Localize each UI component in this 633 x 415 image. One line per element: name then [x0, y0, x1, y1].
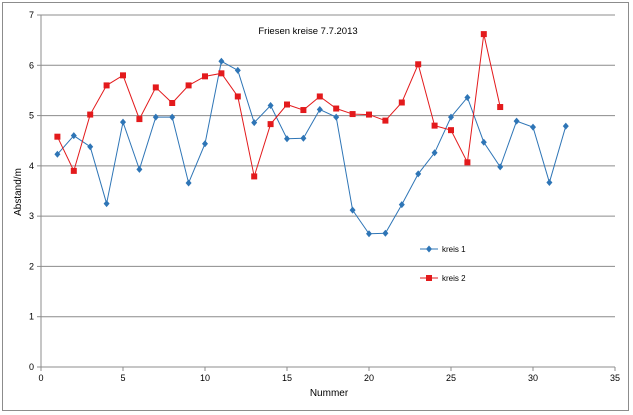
series-1-point-8 — [169, 113, 176, 121]
series-2-point-5 — [120, 72, 126, 79]
series-1-point-16 — [300, 134, 307, 142]
series-2 — [54, 31, 504, 180]
series-1-point-17 — [316, 106, 323, 114]
series-2-point-9 — [185, 82, 192, 89]
y-tick-label-6: 6 — [29, 60, 34, 70]
series-2-point-14 — [267, 121, 274, 128]
series-1-point-27 — [480, 138, 487, 146]
series-group — [54, 31, 569, 238]
series-1-point-3 — [87, 143, 94, 151]
series-1-point-25 — [448, 113, 454, 121]
series-2-point-12 — [234, 93, 241, 100]
series-1-line — [57, 60, 567, 235]
series-2-point-6 — [136, 116, 143, 123]
series-1-point-11 — [218, 57, 225, 65]
series-2-point-7 — [152, 84, 159, 91]
series-2-point-13 — [251, 173, 258, 180]
x-tick-label-5: 5 — [120, 373, 125, 383]
y-tick-label-2: 2 — [29, 261, 34, 271]
legend-label-2: kreis 2 — [442, 274, 466, 283]
series-2-point-15 — [284, 101, 290, 108]
series-2-point-18 — [333, 105, 340, 112]
x-tick-labels: 0 5 10 15 20 25 30 35 — [38, 367, 620, 383]
gridlines — [41, 14, 615, 318]
legend-label-1: kreis 1 — [442, 245, 466, 254]
series-2-point-16 — [300, 107, 307, 114]
series-1-point-22 — [398, 201, 405, 209]
series-2-line — [56, 33, 501, 179]
series-1-point-14 — [267, 102, 274, 110]
x-tick-label-0: 0 — [38, 373, 43, 383]
series-1-point-15 — [284, 135, 290, 143]
series-2-point-8 — [169, 100, 176, 106]
y-tick-label-5: 5 — [29, 111, 34, 121]
series-2-point-1 — [54, 133, 61, 140]
series-1-point-19 — [349, 206, 356, 214]
y-tick-label-1: 1 — [29, 312, 34, 322]
series-2-point-21 — [382, 117, 389, 124]
series-1-point-18 — [333, 113, 340, 121]
series-1-point-10 — [202, 140, 208, 148]
legend-entry-2: kreis 2 — [420, 274, 466, 283]
y-axis-label: Abstand/m — [13, 168, 24, 216]
y-tick-labels: 0 1 2 3 4 5 6 7 — [29, 10, 41, 372]
x-tick-label-10: 10 — [200, 373, 210, 383]
series-1-point-1 — [54, 150, 61, 158]
series-1-point-31 — [546, 178, 553, 186]
series-2-point-23 — [415, 61, 422, 68]
series-1-point-32 — [562, 122, 569, 130]
legend: kreis 1 kreis 2 — [420, 245, 466, 283]
series-2-point-20 — [366, 111, 372, 118]
series-2-point-25 — [448, 127, 454, 134]
x-tick-label-20: 20 — [364, 373, 374, 383]
y-tick-label-0: 0 — [29, 362, 34, 372]
series-1-point-29 — [513, 117, 520, 125]
x-tick-label-15: 15 — [282, 373, 292, 383]
series-1-point-24 — [431, 149, 438, 157]
series-2-point-2 — [70, 167, 77, 174]
x-axis-label: Nummer — [310, 388, 349, 399]
series-1-point-6 — [136, 165, 143, 173]
series-2-point-27 — [480, 31, 487, 38]
legend-swatch-marker-2 — [426, 275, 432, 281]
series-2-point-24 — [431, 122, 438, 129]
series-1 — [54, 57, 569, 238]
y-tick-label-4: 4 — [29, 161, 34, 171]
series-1-point-28 — [497, 163, 504, 171]
series-2-point-19 — [349, 111, 356, 118]
series-2-point-17 — [316, 93, 323, 100]
legend-swatch-marker-1 — [426, 245, 432, 253]
series-2-point-3 — [87, 111, 94, 118]
series-1-point-12 — [234, 66, 241, 74]
legend-entry-1: kreis 1 — [420, 245, 466, 254]
series-2-point-4 — [103, 82, 110, 89]
axes — [40, 15, 615, 368]
series-2-point-28 — [497, 104, 504, 111]
x-tick-label-25: 25 — [446, 373, 456, 383]
series-1-point-7 — [152, 113, 159, 121]
series-2-point-11 — [218, 70, 225, 77]
chart-title: Friesen kreise 7.7.2013 — [258, 26, 357, 37]
series-2-point-10 — [202, 73, 208, 80]
series-2-point-26 — [464, 159, 471, 166]
y-tick-label-3: 3 — [29, 211, 34, 221]
series-1-point-20 — [366, 230, 372, 238]
series-1-point-9 — [185, 179, 192, 187]
series-1-point-30 — [530, 123, 536, 131]
series-1-point-4 — [103, 200, 110, 208]
series-2-point-22 — [398, 99, 405, 106]
y-tick-label-7: 7 — [29, 10, 34, 20]
series-1-point-21 — [382, 229, 389, 237]
series-1-point-23 — [415, 170, 422, 178]
x-tick-label-30: 30 — [528, 373, 538, 383]
series-1-point-5 — [120, 118, 126, 126]
series-1-point-26 — [464, 93, 471, 101]
series-1-point-2 — [70, 132, 77, 140]
series-1-point-13 — [251, 119, 258, 127]
x-tick-label-35: 35 — [610, 373, 620, 383]
